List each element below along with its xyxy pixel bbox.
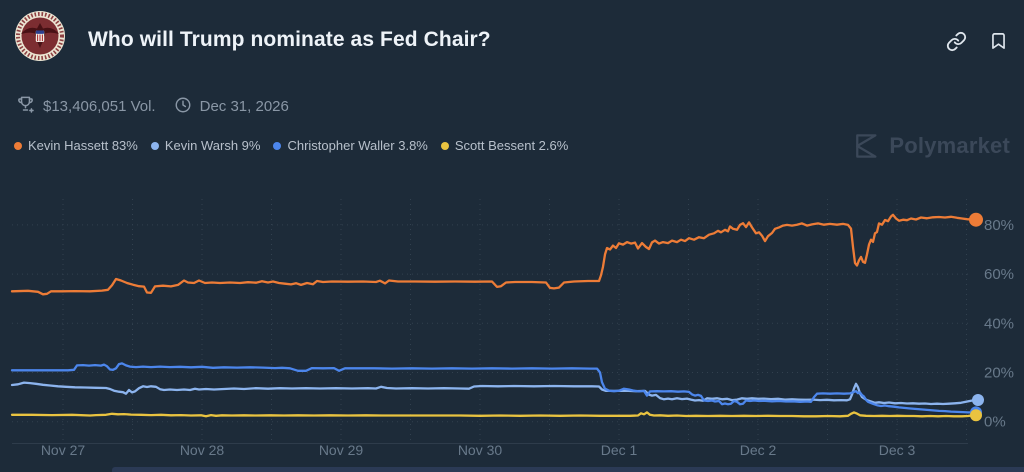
horizontal-scrollbar[interactable] xyxy=(112,467,1024,472)
legend-label: Kevin Warsh 9% xyxy=(164,138,261,153)
y-tick-label: 40% xyxy=(984,315,1014,332)
polymarket-logo-text: Polymarket xyxy=(889,133,1010,158)
legend-item-christopher-waller[interactable]: Christopher Waller 3.8% xyxy=(273,138,428,153)
legend-label: Christopher Waller 3.8% xyxy=(287,138,428,153)
y-tick-label: 20% xyxy=(984,365,1014,382)
federal-reserve-seal xyxy=(14,10,66,62)
legend-dot xyxy=(14,141,22,150)
probability-chart[interactable]: 0% 20% 40% 60% 80% Nov 27 Nov 28 Nov 29 Nov 30 De… xyxy=(0,185,1024,472)
series-line-scott-bessent xyxy=(10,411,975,418)
legend-item-scott-bessent[interactable]: Scott Bessent 2.6% xyxy=(440,138,569,153)
x-tick-label: Nov 28 xyxy=(180,442,225,458)
volume-group: $13,406,051 Vol. xyxy=(16,95,156,118)
series-line-christopher-waller xyxy=(10,362,975,414)
federal-reserve-seal-icon xyxy=(15,11,65,61)
x-tick-label: Dec 2 xyxy=(740,442,777,458)
bookmark-icon[interactable] xyxy=(989,30,1008,52)
x-tick-label: Nov 27 xyxy=(41,442,86,458)
trophy-icon xyxy=(16,95,35,118)
copy-link-icon[interactable] xyxy=(946,31,967,52)
legend-label: Kevin Hassett 83% xyxy=(28,138,138,153)
x-tick-label: Nov 30 xyxy=(458,442,503,458)
end-dot-scott-bessent xyxy=(970,409,982,422)
legend-item-kevin-hassett[interactable]: Kevin Hassett 83% xyxy=(14,138,138,153)
x-tick-label: Nov 29 xyxy=(319,442,364,458)
series-line-kevin-hassett xyxy=(10,213,975,296)
x-tick-label: Dec 3 xyxy=(879,442,916,458)
x-tick-label: Dec 1 xyxy=(601,442,638,458)
polymarket-watermark: Polymarket xyxy=(851,131,1010,161)
volume-text: $13,406,051 Vol. xyxy=(43,98,156,115)
y-tick-label: 80% xyxy=(984,217,1014,234)
end-dot-kevin-warsh xyxy=(972,394,984,407)
end-dot-kevin-hassett xyxy=(969,212,983,227)
clock-icon xyxy=(174,96,192,118)
page-title: Who will Trump nominate as Fed Chair? xyxy=(88,28,491,51)
y-tick-label: 60% xyxy=(984,266,1014,283)
polymarket-logo-icon xyxy=(856,134,877,158)
y-tick-label: 0% xyxy=(984,414,1006,431)
legend-dot xyxy=(273,141,282,150)
legend-label: Scott Bessent 2.6% xyxy=(454,138,569,153)
end-date-text: Dec 31, 2026 xyxy=(199,98,289,115)
legend-dot xyxy=(440,141,449,150)
legend-item-kevin-warsh[interactable]: Kevin Warsh 9% xyxy=(150,138,261,153)
legend-dot xyxy=(150,141,159,150)
chart-legend: Kevin Hassett 83% Kevin Warsh 9% Christo… xyxy=(14,138,568,153)
end-date-group: Dec 31, 2026 xyxy=(174,96,289,118)
